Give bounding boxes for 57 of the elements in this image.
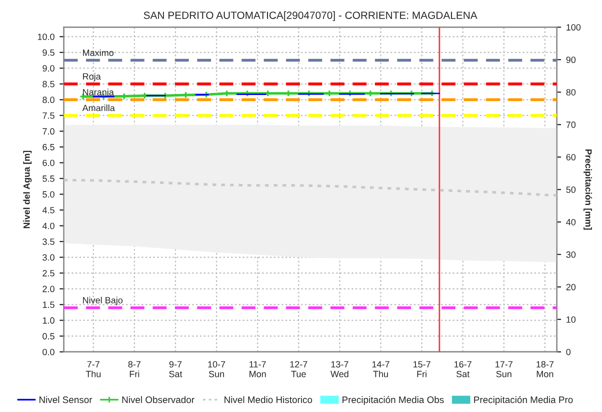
y-tick-label: 3.5 — [42, 238, 54, 245]
y-tick-label: 3.0 — [42, 254, 54, 261]
y-tick-label: 0.0 — [42, 348, 54, 356]
y2-tick-label: 60 — [566, 154, 576, 160]
y2-tick-label: 80 — [566, 89, 576, 96]
y2-tick-label: 40 — [566, 218, 576, 226]
y-tick-label: 5.5 — [42, 176, 54, 182]
y-tick-label: 4.5 — [42, 207, 54, 214]
ref-line-label: Amarilla — [82, 104, 115, 112]
y-tick-label: 1.5 — [42, 302, 54, 308]
legend-label: Nivel Medio Historico — [224, 396, 312, 404]
y2-tick-label: 10 — [566, 316, 576, 323]
y-tick-label: 1.0 — [42, 317, 54, 324]
x-tick-label: 8-7 Fri — [128, 361, 140, 378]
legend-label: Precipitación Media Obs — [342, 396, 444, 405]
y-tick-label: 7.5 — [42, 112, 54, 119]
y2-axis-title: Precipitación [mm] — [584, 149, 592, 230]
legend-label: Nivel Observador — [122, 396, 194, 404]
y-tick-label: 9.0 — [42, 65, 54, 72]
x-tick-label: 14-7 Thu — [372, 361, 390, 378]
x-tick-label: 9-7 Sat — [169, 361, 182, 378]
y-tick-label: 6.0 — [42, 160, 54, 166]
y-tick-label: 5.0 — [42, 191, 54, 198]
y-tick-label: 10.0 — [38, 34, 54, 40]
y-tick-label: 7.0 — [42, 128, 54, 135]
legend-label: Nivel Sensor — [40, 396, 92, 404]
x-tick-label: 7-7 Thu — [86, 361, 101, 378]
legend-label: Precipitación Media Pro — [474, 396, 573, 405]
x-tick-label: 17-7 Sun — [496, 361, 512, 378]
y2-tick-label: 20 — [566, 284, 576, 290]
x-tick-label: 13-7 Wed — [330, 361, 348, 378]
y-tick-label: 8.0 — [42, 96, 54, 104]
y-tick-label: 8.5 — [42, 80, 54, 88]
ref-line-label: Naranja — [83, 88, 114, 98]
ref-line-label: Nivel Bajo — [83, 296, 123, 306]
x-tick-label: 15-7 Fri — [413, 361, 430, 378]
ref-line-label: Roja — [83, 72, 101, 82]
chart-title: SAN PEDRITO AUTOMATICA[29047070] - CORRIENTE: MAGDALENA — [144, 11, 478, 22]
y2-tick-label: 90 — [566, 56, 576, 64]
y-axis-title: Nivel del Agua [m] — [23, 150, 32, 228]
y-tick-label: 9.5 — [42, 49, 54, 56]
y-tick-label: 2.5 — [42, 270, 54, 276]
x-tick-label: 10-7 Sun — [208, 361, 226, 378]
y2-tick-label: 70 — [566, 122, 576, 128]
y2-tick-label: 50 — [566, 186, 576, 193]
y-tick-label: 0.5 — [42, 333, 54, 340]
y-tick-label: 6.5 — [42, 144, 54, 150]
x-tick-label: 12-7 Tue — [290, 361, 308, 378]
x-tick-label: 18-7 Mon — [536, 361, 554, 378]
y2-tick-label: 0 — [566, 348, 571, 356]
x-tick-label: 11-7 Mon — [250, 361, 266, 378]
y2-tick-label: 100 — [566, 24, 581, 31]
y2-tick-label: 30 — [566, 251, 576, 258]
y-tick-label: 4.0 — [42, 222, 54, 230]
ref-line-label: Maximo — [83, 49, 114, 56]
y-tick-label: 2.0 — [42, 286, 54, 292]
x-tick-label: 16-7 Sat — [454, 361, 472, 378]
